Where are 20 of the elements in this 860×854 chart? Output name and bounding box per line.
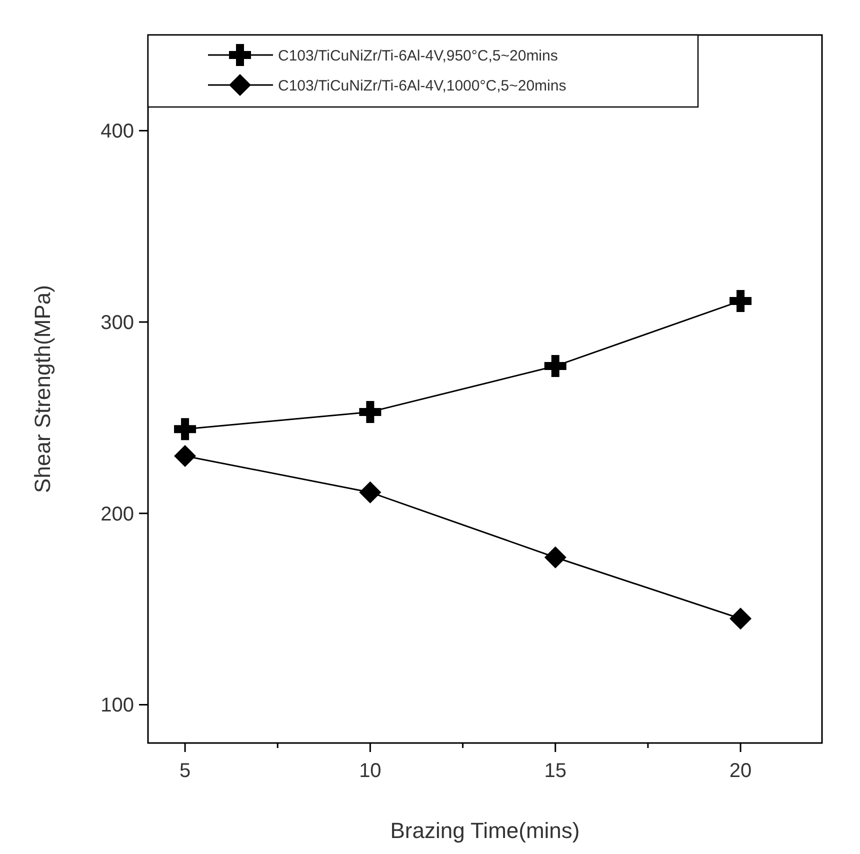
x-tick-label: 20 [729, 760, 752, 782]
point [730, 608, 752, 630]
y-tick-label: 300 [100, 312, 134, 334]
point [174, 444, 196, 467]
point [359, 400, 382, 423]
x-tick-label: 10 [359, 760, 382, 782]
y-tick-label: 100 [100, 694, 134, 717]
x-axis-title: Brazing Time(mins) [390, 818, 580, 843]
y-tick-label: 400 [100, 120, 134, 143]
point [730, 290, 752, 312]
x-tick-label: 5 [179, 760, 191, 782]
point [544, 546, 566, 568]
x-tick-label: 15 [544, 760, 566, 782]
point [544, 355, 566, 378]
point [174, 418, 196, 440]
y-tick-label: 200 [100, 503, 134, 526]
legend-label: C103/TiCuNiZr/Ti-6Al-4V,950°C,5~20mins [278, 47, 558, 64]
legend-label: C103/TiCuNiZr/Ti-6Al-4V,1000°C,5~20mins [278, 77, 566, 94]
point [359, 481, 382, 504]
y-axis-title: Shear Strength(MPa) [30, 285, 55, 493]
